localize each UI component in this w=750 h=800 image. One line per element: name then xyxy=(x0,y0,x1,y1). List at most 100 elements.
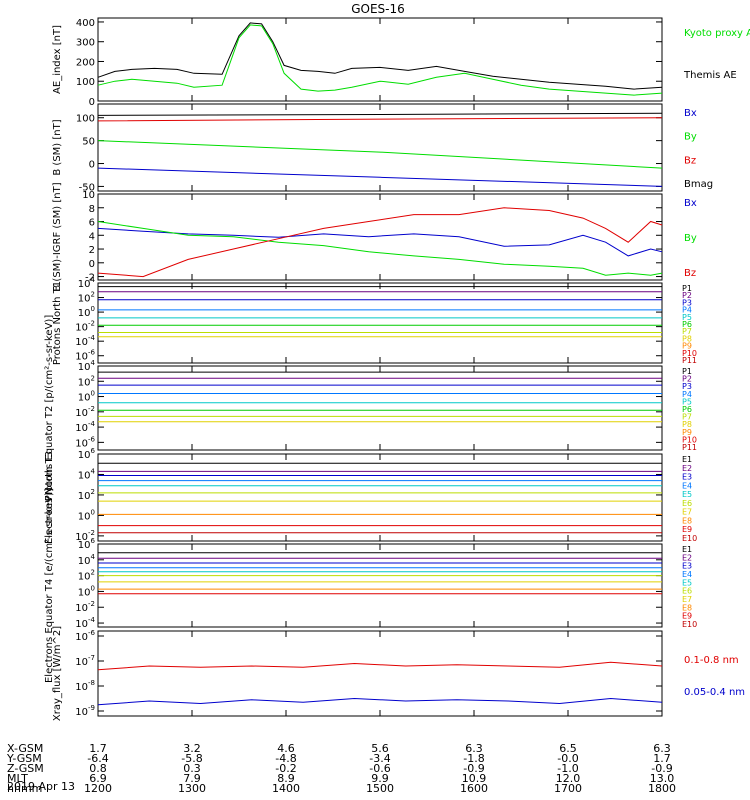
orbit-value: 8.9 xyxy=(277,772,295,785)
legend-entry: E3 xyxy=(682,562,692,571)
plot-title: GOES-16 xyxy=(351,2,405,16)
y-tick-label: -2 xyxy=(85,273,95,284)
series-line-themis-ae xyxy=(97,22,663,90)
orbit-table: X-GSM 1.7 3.2 4.6 5.6 6.3 6.5 6.3 Y-GSM -6.4 -5.8 -… xyxy=(6,742,676,795)
legend-entry: E9 xyxy=(682,525,692,534)
legend-entry: Bmag xyxy=(684,179,713,190)
orbit-value: 1200 xyxy=(84,782,112,795)
orbit-value: -0.9 xyxy=(463,762,484,775)
legend-entry: E6 xyxy=(682,499,692,508)
series-line-0-05-0-4-nm xyxy=(97,697,663,706)
legend-entry: By xyxy=(684,132,697,143)
orbit-value: 7.9 xyxy=(183,772,201,785)
orbit-value: 1.7 xyxy=(89,742,107,755)
y-tick-label: 10-2 xyxy=(75,529,95,543)
y-tick-label: 0 xyxy=(89,160,95,171)
legend-entry: E10 xyxy=(682,620,697,629)
orbit-value: 9.9 xyxy=(371,772,389,785)
orbit-row-label: MLT xyxy=(7,772,28,785)
y-tick-label: 10-6 xyxy=(75,629,95,643)
y-tick-label: 10-9 xyxy=(75,704,95,718)
orbit-value: -6.4 xyxy=(87,752,108,765)
y-tick-label: 0 xyxy=(89,97,95,108)
orbit-value: -4.8 xyxy=(275,752,296,765)
legend-entry: P11 xyxy=(682,356,697,365)
legend-entry: 0.1-0.8 nm xyxy=(684,655,739,666)
y-tick-label: 106 xyxy=(78,537,96,551)
y-tick-label: 104 xyxy=(78,359,96,373)
legend-entry: By xyxy=(684,233,697,244)
orbit-value: -0.6 xyxy=(369,762,390,775)
orbit-row-label: Y-GSM xyxy=(6,752,42,765)
date-label: 2019 Apr 13 xyxy=(7,780,75,793)
legend-entry: E7 xyxy=(682,508,692,517)
y-tick-label: 100 xyxy=(78,508,95,522)
orbit-value: 10.9 xyxy=(462,772,487,785)
y-tick-label: 50 xyxy=(82,137,95,148)
legend-entry: Bz xyxy=(684,155,696,166)
y-axis-label: B (SM)-IGRF (SM) [nT] xyxy=(52,182,63,291)
y-tick-label: 6 xyxy=(89,218,95,229)
legend-entry: Bx xyxy=(684,198,697,209)
legend-entry: E8 xyxy=(682,516,692,525)
y-tick-label: 102 xyxy=(78,374,95,388)
legend-entry: E5 xyxy=(682,578,692,587)
legend-entry: E1 xyxy=(682,545,692,554)
y-tick-label: 100 xyxy=(76,77,95,88)
legend-entry: E10 xyxy=(682,534,697,543)
legend-entry: P8 xyxy=(682,420,692,429)
legend-entry: E2 xyxy=(682,553,692,562)
legend-entry: Themis AE xyxy=(683,70,737,81)
y-tick-label: 102 xyxy=(78,569,95,583)
orbit-value: -1.0 xyxy=(557,762,578,775)
legend-entry: P9 xyxy=(682,342,692,351)
legend-entry: Bz xyxy=(684,268,696,279)
legend-entry: P7 xyxy=(682,327,692,336)
orbit-value: -5.8 xyxy=(181,752,202,765)
y-tick-label: 100 xyxy=(76,114,95,125)
y-tick-label: 10-6 xyxy=(75,435,95,449)
panel-frame xyxy=(97,543,663,628)
panel-frame xyxy=(97,453,663,542)
y-tick-label: 10-4 xyxy=(75,616,95,630)
orbit-value: 1800 xyxy=(648,782,676,795)
y-tick-label: 10-4 xyxy=(75,420,95,434)
y-tick-label: 10 xyxy=(82,190,95,201)
series-line-kyoto-proxy-ae xyxy=(97,24,663,96)
y-tick-label: 4 xyxy=(89,231,95,242)
legend-entry: P2 xyxy=(682,375,692,384)
series-line-bmag xyxy=(97,112,663,116)
legend-entry: Kyoto proxy AE xyxy=(684,28,750,39)
series-line-0-1-0-8-nm xyxy=(97,661,663,671)
orbit-value: 4.6 xyxy=(277,742,295,755)
legend-entry: E4 xyxy=(682,570,692,579)
orbit-value: 6.3 xyxy=(465,742,483,755)
legend-entry: E1 xyxy=(682,455,692,464)
legend-entry: P10 xyxy=(682,435,697,444)
legend-entry: P1 xyxy=(682,367,692,376)
panel-2: -50 0 50 100 B (SM) [nT] Bx By Bz Bmag xyxy=(52,103,713,193)
panel-frame xyxy=(97,630,663,717)
orbit-value: 12.0 xyxy=(556,772,581,785)
orbit-value: 1500 xyxy=(366,782,394,795)
y-tick-label: 100 xyxy=(78,305,95,319)
orbit-value: -0.0 xyxy=(557,752,578,765)
orbit-value: 1.7 xyxy=(653,752,671,765)
orbit-value: -0.2 xyxy=(275,762,296,775)
legend-entry: E4 xyxy=(682,481,692,490)
y-axis-label: Electrons Equator T4 [e/(cm²-s-sr-keV)] xyxy=(44,488,55,683)
orbit-value: -3.4 xyxy=(369,752,390,765)
y-tick-label: 10-4 xyxy=(75,334,95,348)
y-tick-label: 10-2 xyxy=(75,320,95,334)
legend-entry: P6 xyxy=(682,320,692,329)
series-line-bx xyxy=(97,227,663,257)
y-axis-label: Protons Equator T2 [p/(cm²-s-sr-keV)] xyxy=(44,315,55,502)
orbit-value: 5.6 xyxy=(371,742,389,755)
orbit-value: 6.5 xyxy=(559,742,577,755)
orbit-value: 1600 xyxy=(460,782,488,795)
orbit-row-label: X-GSM xyxy=(7,742,43,755)
legend-entry: P5 xyxy=(682,397,692,406)
series-line-by xyxy=(97,140,663,169)
y-tick-label: 10-2 xyxy=(75,600,95,614)
